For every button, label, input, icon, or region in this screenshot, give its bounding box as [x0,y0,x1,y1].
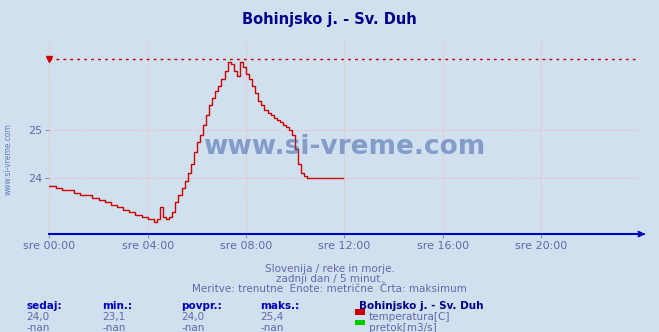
Text: -nan: -nan [26,323,49,332]
Text: zadnji dan / 5 minut.: zadnji dan / 5 minut. [275,274,384,284]
Text: www.si-vreme.com: www.si-vreme.com [4,124,13,195]
Text: Bohinjsko j. - Sv. Duh: Bohinjsko j. - Sv. Duh [242,12,417,27]
Text: 24,0: 24,0 [26,312,49,322]
Text: 25,4: 25,4 [260,312,283,322]
Text: -nan: -nan [260,323,283,332]
Text: temperatura[C]: temperatura[C] [369,312,451,322]
Text: Bohinjsko j. - Sv. Duh: Bohinjsko j. - Sv. Duh [359,301,484,311]
Text: povpr.:: povpr.: [181,301,222,311]
Text: 23,1: 23,1 [102,312,125,322]
Text: pretok[m3/s]: pretok[m3/s] [369,323,437,332]
Text: Slovenija / reke in morje.: Slovenija / reke in morje. [264,264,395,274]
Text: Meritve: trenutne  Enote: metrične  Črta: maksimum: Meritve: trenutne Enote: metrične Črta: … [192,284,467,294]
Text: 24,0: 24,0 [181,312,204,322]
Text: sedaj:: sedaj: [26,301,62,311]
Text: -nan: -nan [102,323,125,332]
Text: www.si-vreme.com: www.si-vreme.com [203,134,486,160]
Text: min.:: min.: [102,301,132,311]
Text: -nan: -nan [181,323,204,332]
Text: maks.:: maks.: [260,301,300,311]
